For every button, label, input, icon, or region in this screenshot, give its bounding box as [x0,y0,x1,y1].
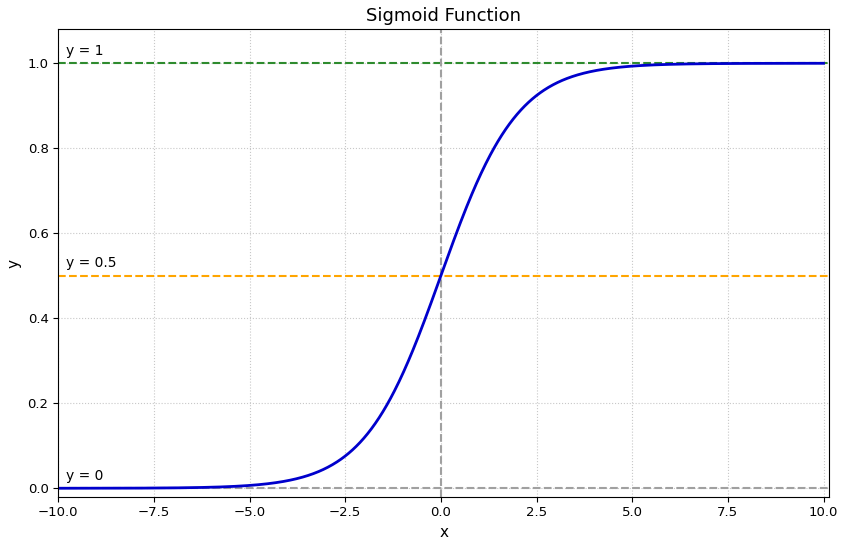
Text: y = 1: y = 1 [66,44,103,58]
Text: y = 0.5: y = 0.5 [66,257,117,270]
X-axis label: x: x [439,525,448,540]
Title: Sigmoid Function: Sigmoid Function [366,7,521,25]
Y-axis label: y: y [7,259,22,267]
Text: y = 0: y = 0 [66,469,103,483]
